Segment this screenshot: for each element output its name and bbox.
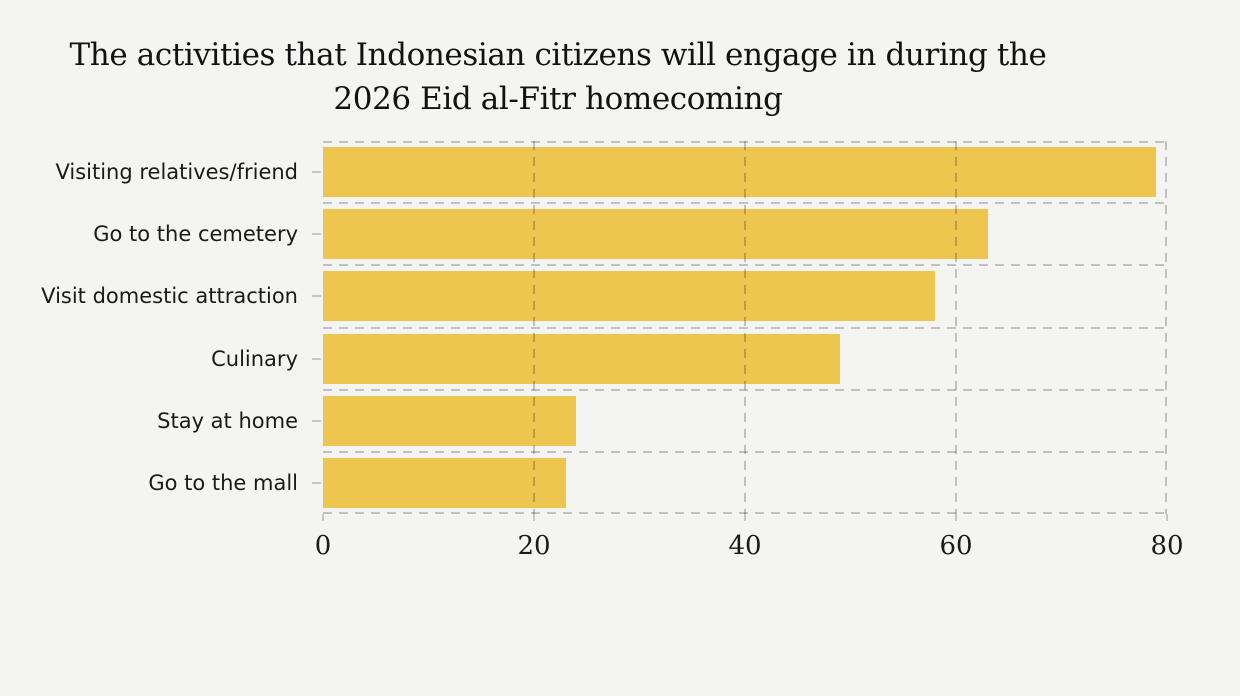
x-tick-60	[955, 514, 957, 521]
category-label-2: Visit domestic attraction	[41, 284, 298, 308]
y-tick-0	[312, 171, 321, 173]
bar-1	[323, 209, 988, 259]
x-tick-label-60: 60	[939, 531, 973, 561]
x-tick-80	[1166, 514, 1168, 521]
x-tick-label-40: 40	[728, 531, 762, 561]
gridline-vertical-80	[1165, 141, 1167, 514]
gridline-vertical-40	[744, 141, 746, 514]
category-label-0: Visiting relatives/friend	[55, 160, 298, 184]
bar-3	[323, 334, 840, 384]
bar-2	[323, 271, 935, 321]
x-tick-0	[322, 514, 324, 521]
category-label-5: Go to the mall	[148, 471, 298, 495]
gridline-vertical-60	[955, 141, 957, 514]
bar-0	[323, 147, 1156, 197]
category-label-1: Go to the cemetery	[93, 222, 298, 246]
x-tick-40	[744, 514, 746, 521]
y-tick-3	[312, 358, 321, 360]
x-tick-20	[533, 514, 535, 521]
chart-title-line-2: 2026 Eid al-Fitr homecoming	[333, 81, 783, 117]
y-tick-1	[312, 233, 321, 235]
category-label-4: Stay at home	[157, 409, 298, 433]
category-label-3: Culinary	[211, 347, 298, 371]
chart-title: The activities that Indonesian citizens …	[0, 33, 1116, 121]
gridline-vertical-20	[533, 141, 535, 514]
x-tick-label-20: 20	[517, 531, 551, 561]
y-tick-2	[312, 295, 321, 297]
chart-title-line-1: The activities that Indonesian citizens …	[69, 37, 1047, 73]
x-tick-label-0: 0	[314, 531, 332, 561]
x-tick-label-80: 80	[1150, 531, 1184, 561]
y-tick-5	[312, 482, 321, 484]
plot-area	[312, 141, 1168, 521]
bar-5	[323, 458, 566, 508]
y-tick-4	[312, 420, 321, 422]
